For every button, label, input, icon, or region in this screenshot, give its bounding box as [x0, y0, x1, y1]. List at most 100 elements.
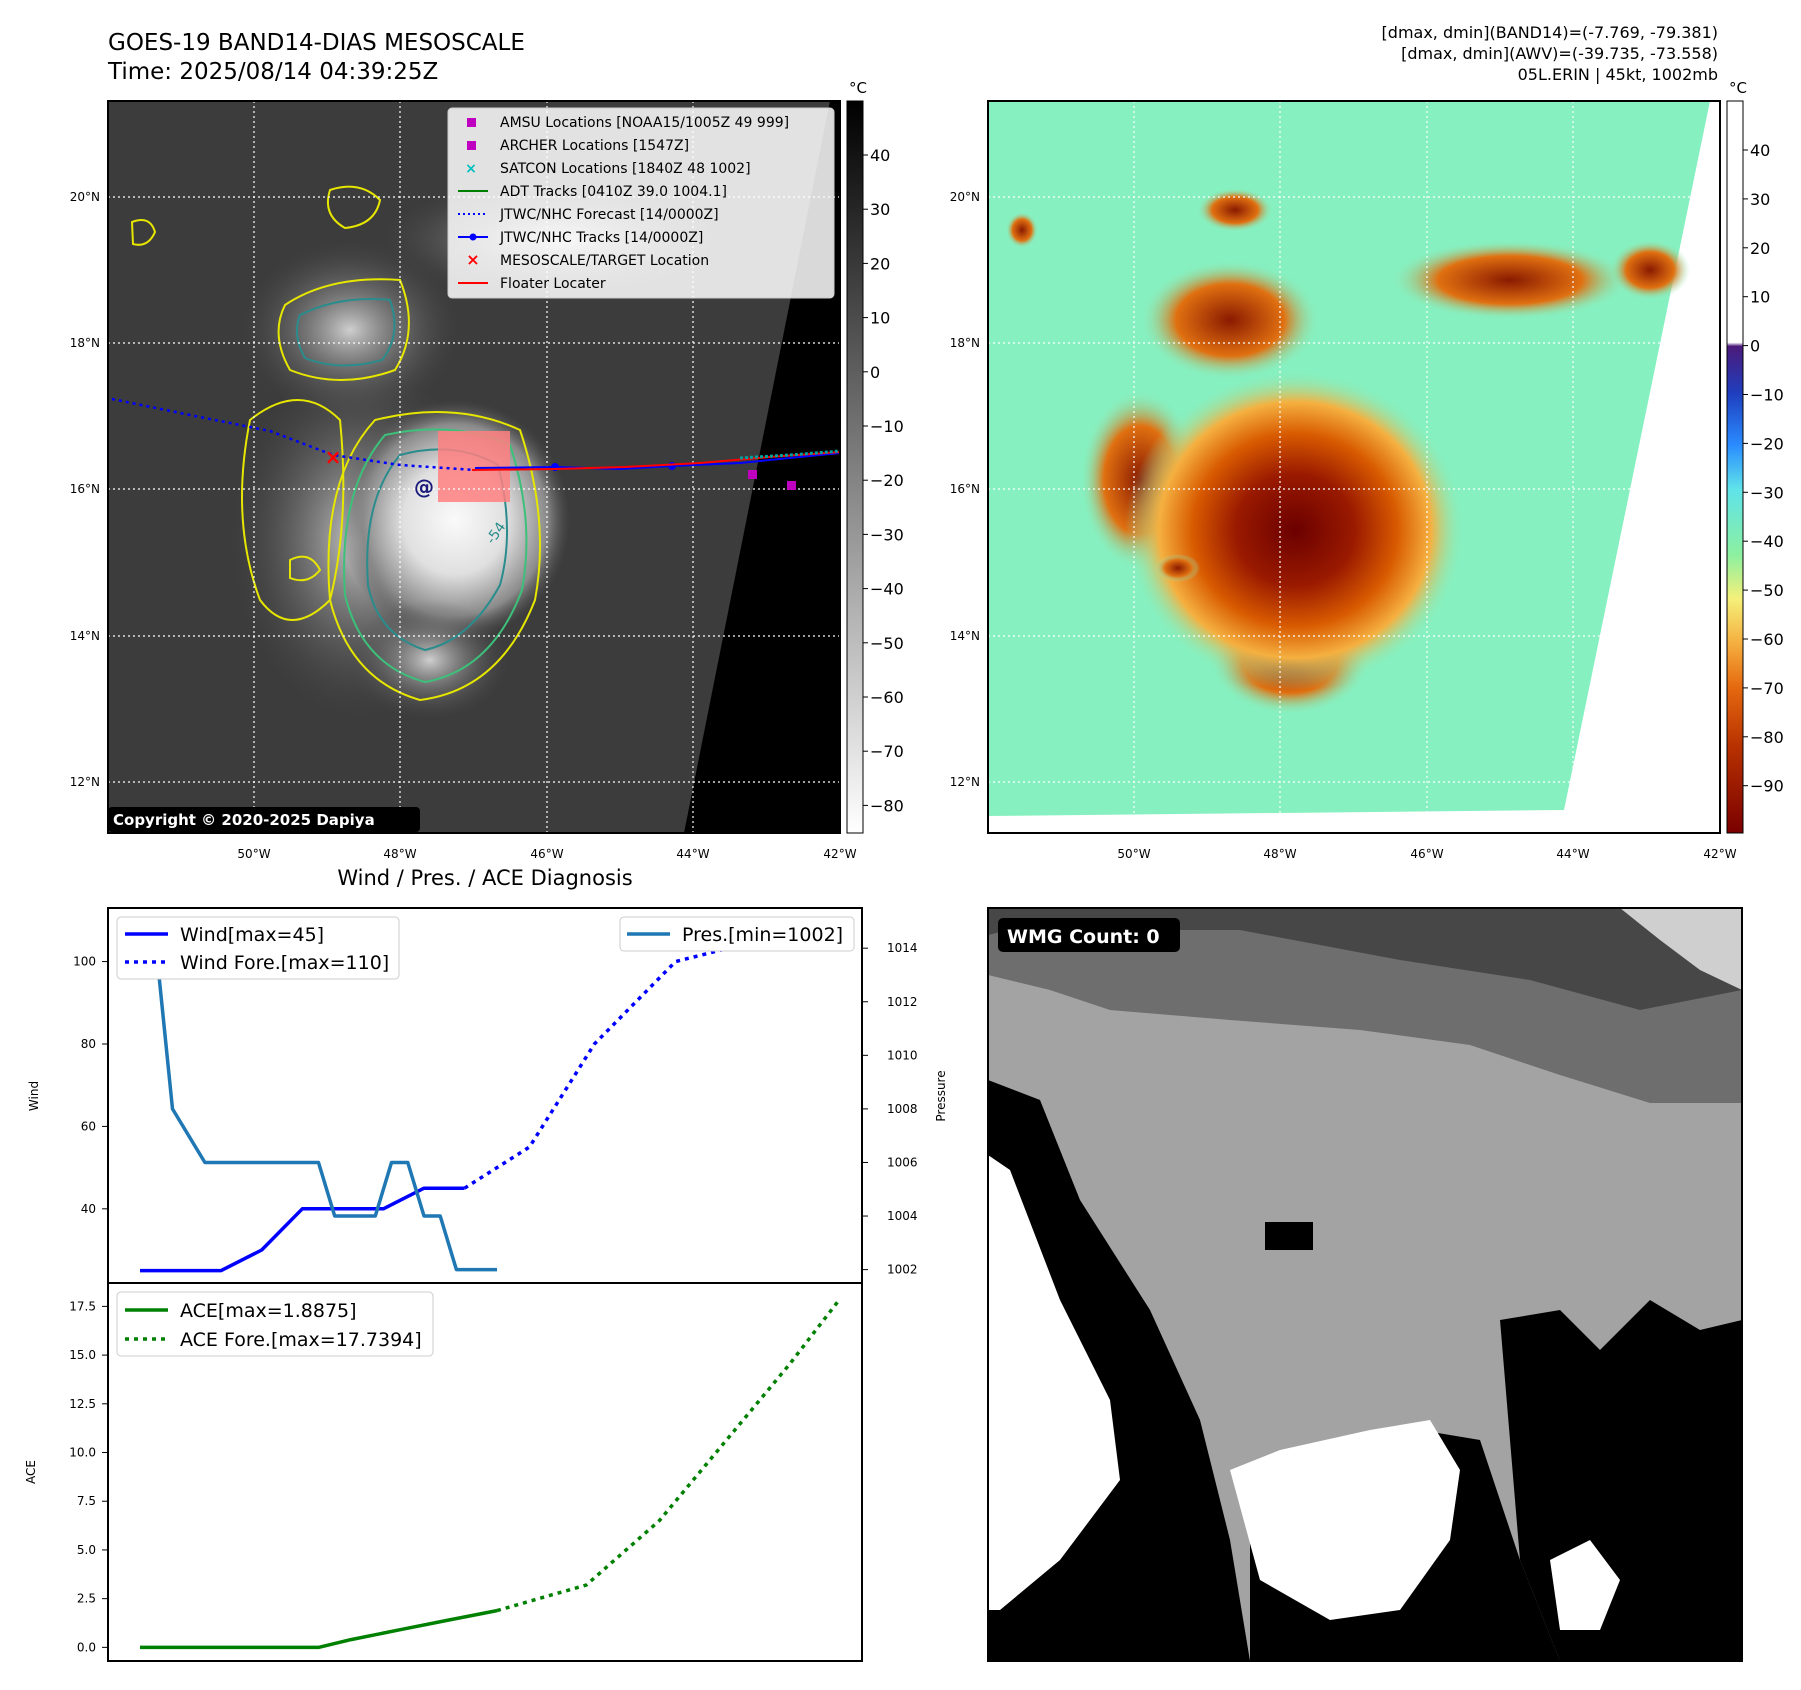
- gray-colorbar-unit: °C: [849, 79, 867, 97]
- legend-nhc-dot: [469, 233, 477, 241]
- pressure-tick-label: 1012: [887, 995, 918, 1009]
- ace-legend: ACE[max=1.8875] ACE Fore.[max=17.7394]: [116, 1291, 434, 1357]
- color-colorbar-tick-label: −40: [1750, 532, 1784, 551]
- legend-wind-fore-label: Wind Fore.[max=110]: [180, 952, 389, 974]
- legend-adt-label: ADT Tracks [0410Z 39.0 1004.1]: [500, 184, 727, 200]
- lat-tick: 20°N: [950, 190, 980, 204]
- gray-colorbar-tick-label: −50: [870, 634, 904, 653]
- lon-tick: 44°W: [1556, 847, 1589, 861]
- legend-satcon-marker: ×: [465, 161, 477, 177]
- ace-tick-label: 0.0: [77, 1640, 96, 1654]
- wmg-white-bottom-mid: [1230, 1420, 1460, 1620]
- color-colorbar-tick-label: 0: [1750, 337, 1760, 356]
- ir-map-lat-ticks: 20°N 18°N 16°N 14°N 12°N: [70, 190, 100, 789]
- color-colorbar-tick-label: −50: [1750, 581, 1784, 600]
- color-colorbar-tick-label: 10: [1750, 288, 1770, 307]
- storm-center-symbol: @: [414, 475, 434, 499]
- color-cloud-southwest: [1156, 554, 1200, 582]
- color-colorbar-tick-label: 40: [1750, 141, 1770, 160]
- lon-tick: 48°W: [1263, 847, 1296, 861]
- copyright-text: Copyright © 2020-2025 Dapiya: [113, 811, 375, 829]
- ace-axis-label: ACE: [24, 1460, 38, 1484]
- gray-colorbar-tick-label: −60: [870, 688, 904, 707]
- pressure-tick-label: 1002: [887, 1263, 918, 1277]
- pressure-tick-label: 1006: [887, 1155, 918, 1169]
- lon-tick: 46°W: [530, 847, 563, 861]
- lat-tick: 20°N: [70, 190, 100, 204]
- color-map-panel: 50°W 48°W 46°W 44°W 42°W 20°N 18°N 16°N …: [950, 79, 1784, 861]
- color-cloud-north-4: [1197, 188, 1273, 232]
- legend-amsu-label: AMSU Locations [NOAA15/1005Z 49 999]: [500, 115, 789, 131]
- wmg-light-top-right: [1620, 908, 1742, 990]
- legend-ace-label: ACE[max=1.8875]: [180, 1300, 357, 1322]
- ace-tick-label: 7.5: [77, 1494, 96, 1508]
- pressure-axis-label: Pressure: [934, 1070, 948, 1121]
- legend-target-marker: ×: [466, 250, 479, 269]
- color-colorbar-tick-label: 20: [1750, 239, 1770, 258]
- lon-tick: 50°W: [1117, 847, 1150, 861]
- ace-tick-label: 2.5: [77, 1592, 96, 1606]
- lat-tick: 12°N: [950, 775, 980, 789]
- stats-awv: [dmax, dmin](AWV)=(-39.735, -73.558): [1401, 44, 1718, 63]
- wind-axis-label: Wind: [27, 1081, 41, 1111]
- ir-map-lon-ticks: 50°W 48°W 46°W 44°W 42°W: [237, 847, 856, 861]
- wmg-black-spot: [1265, 1222, 1313, 1250]
- gray-colorbar-tick-label: −40: [870, 580, 904, 599]
- legend-forecast-label: JTWC/NHC Forecast [14/0000Z]: [499, 207, 719, 223]
- color-colorbar-tick-label: −60: [1750, 630, 1784, 649]
- pressure-legend: Pres.[min=1002]: [619, 916, 855, 952]
- wmg-panel: WMG Count: 0: [987, 907, 1743, 1662]
- diagnosis-title: Wind / Pres. / ACE Diagnosis: [337, 866, 632, 890]
- wind-pressure-chart: 100 80 60 40 1014 1012 1010 1008 1006 1004 1002 W…: [27, 907, 948, 1284]
- storm-info: 05L.ERIN | 45kt, 1002mb: [1518, 65, 1718, 84]
- ir-contour-cloud-c: [289, 555, 322, 582]
- pressure-tick-label: 1004: [887, 1209, 918, 1223]
- ir-contour-nw-yellow: [277, 278, 410, 381]
- ace-tick-label: 10.0: [69, 1446, 96, 1460]
- wind-tick-label: 100: [73, 955, 96, 969]
- wmg-white-bottom-left: [988, 1155, 1120, 1610]
- ir-contour-band-yellow: [241, 399, 345, 621]
- pressure-tick-label: 1008: [887, 1102, 918, 1116]
- color-cloud-north-1: [1140, 260, 1320, 380]
- color-colorbar-tick-label: −90: [1750, 777, 1784, 796]
- color-map-frame: [987, 100, 1721, 834]
- archer-marker: [787, 481, 796, 490]
- ace-chart: 17.5 15.0 12.5 10.0 7.5 5.0 2.5 0.0 ACE ACE[max…: [24, 1282, 863, 1662]
- ir-map-panel: -54 × @: [70, 79, 904, 861]
- ace-forecast-series-line: [496, 1300, 840, 1613]
- color-colorbar-tick-label: −20: [1750, 434, 1784, 453]
- legend-archer-label: ARCHER Locations [1547Z]: [500, 138, 689, 154]
- lat-tick: 12°N: [70, 775, 100, 789]
- ir-contour-cloud-a: [326, 185, 382, 230]
- ace-tick-label: 17.5: [69, 1299, 96, 1313]
- color-cloud-north-2: [1390, 240, 1630, 320]
- mesoscale-target-marker: ×: [325, 445, 342, 469]
- color-map-lat-ticks: 20°N 18°N 16°N 14°N 12°N: [950, 190, 980, 789]
- ir-contour-nw-teal: [295, 298, 396, 367]
- gray-colorbar-tick-label: 20: [870, 254, 890, 273]
- gray-colorbar-tick-label: 30: [870, 200, 890, 219]
- wmg-white-bottom-right: [1550, 1540, 1620, 1630]
- lat-tick: 16°N: [950, 482, 980, 496]
- lon-tick: 44°W: [676, 847, 709, 861]
- lat-tick: 14°N: [950, 629, 980, 643]
- gray-colorbar-tick-label: −30: [870, 525, 904, 544]
- gray-colorbar-tick-label: 10: [870, 309, 890, 328]
- wind-series-line: [140, 1186, 465, 1273]
- color-colorbar-tick-label: −70: [1750, 679, 1784, 698]
- ir-contour-yellow: [327, 411, 541, 702]
- legend-pressure-label: Pres.[min=1002]: [682, 924, 843, 946]
- lat-tick: 14°N: [70, 629, 100, 643]
- color-colorbar-tick-label: −10: [1750, 386, 1784, 405]
- ir-map-legend: AMSU Locations [NOAA15/1005Z 49 999] ARC…: [447, 107, 835, 299]
- forecast-track-dotted: [111, 397, 476, 472]
- ir-map-frame: [107, 100, 841, 834]
- gray-colorbar-tick-label: 0: [870, 363, 880, 382]
- wmg-darker-top: [988, 908, 1742, 1010]
- lon-tick: 42°W: [823, 847, 856, 861]
- color-colorbar-tick-label: −80: [1750, 728, 1784, 747]
- color-map-gridlines: [988, 101, 1720, 833]
- wind-tick-label: 60: [81, 1119, 96, 1133]
